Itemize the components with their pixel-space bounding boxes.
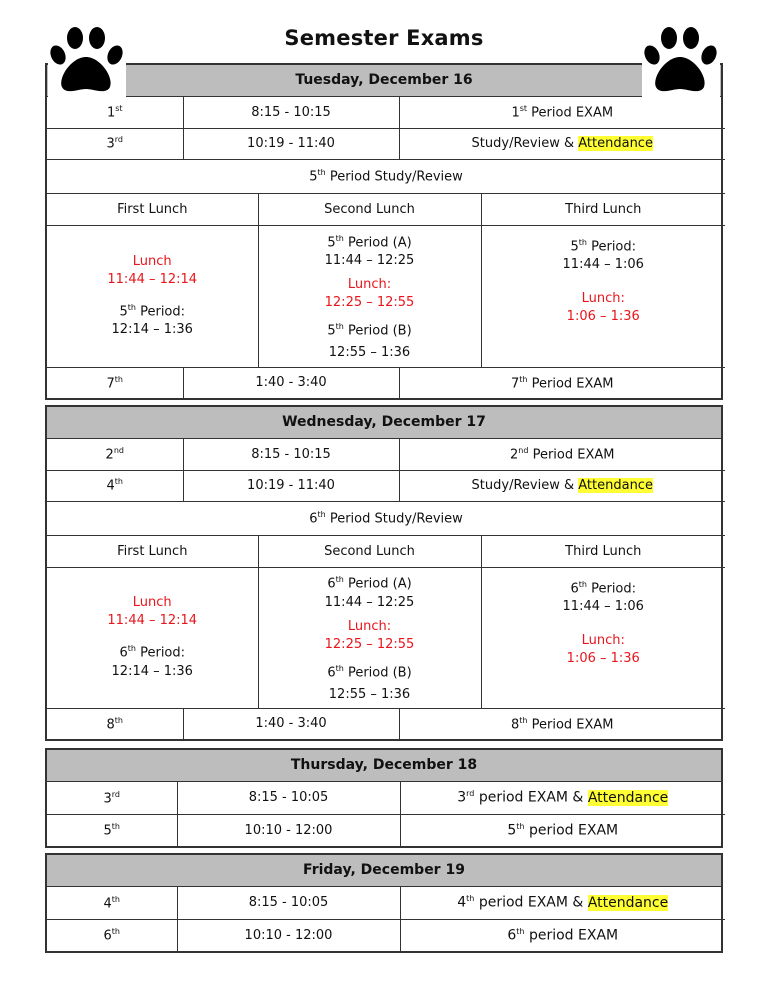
description-cell: Study/Review & Attendance	[398, 127, 725, 160]
time-cell: 8:15 - 10:05	[176, 782, 401, 815]
first-lunch-cell: Lunch 11:44 – 12:14 6th Period: 12:14 – 1:…	[47, 566, 259, 709]
second-lunch-cell: 5th Period (A) 11:44 – 12:25 Lunch: 12:25 …	[257, 224, 482, 368]
friday-section: Friday, December 19 4th 8:15 - 10:05 4th…	[45, 853, 725, 953]
table-row: 3rd 8:15 - 10:05 3rd period EXAM & Atten…	[47, 782, 725, 815]
table-row: 1st 8:15 - 10:15 1st Period EXAM	[47, 97, 725, 129]
time-cell: 8:15 - 10:15	[182, 439, 400, 471]
wednesday-section: Wednesday, December 17 2nd 8:15 - 10:15 …	[45, 405, 725, 741]
period-cell: 3rd	[47, 127, 184, 160]
description-cell: 1st Period EXAM	[398, 97, 725, 129]
page-title: Semester Exams	[284, 26, 484, 50]
description-cell: 7th Period EXAM	[398, 366, 725, 398]
attendance-highlight: Attendance	[578, 136, 653, 151]
schedule-table: 4th 8:15 - 10:05 4th period EXAM & Atten…	[47, 887, 725, 951]
description-cell: 8th Period EXAM	[398, 707, 725, 739]
period-cell: 2nd	[47, 439, 184, 471]
period-cell: 6th	[47, 918, 178, 951]
schedule-table: 1st 8:15 - 10:15 1st Period EXAM 3rd 10:…	[47, 97, 725, 398]
tuesday-section: Tuesday, December 16 1st 8:15 - 10:15 1s…	[45, 63, 725, 400]
thursday-section: Thursday, December 18 3rd 8:15 - 10:05 3…	[45, 748, 725, 848]
first-lunch-cell: Lunch 11:44 – 12:14 5th Period: 12:14 – 1:…	[47, 224, 259, 368]
study-review-cell: 6th Period Study/Review	[47, 500, 725, 536]
description-cell: 6th period EXAM	[399, 918, 725, 951]
study-row: 6th Period Study/Review	[47, 500, 725, 536]
day-header: Thursday, December 18	[47, 750, 721, 782]
period-cell: 1st	[47, 97, 184, 129]
time-cell: 8:15 - 10:15	[182, 97, 400, 129]
table-row: 2nd 8:15 - 10:15 2nd Period EXAM	[47, 439, 725, 471]
description-cell: 3rd period EXAM & Attendance	[399, 782, 725, 815]
time-cell: 10:19 - 11:40	[182, 127, 400, 160]
description-cell: Study/Review & Attendance	[398, 469, 725, 502]
attendance-highlight: Attendance	[578, 478, 653, 493]
period-cell: 4th	[47, 469, 184, 502]
description-cell: 5th period EXAM	[399, 813, 725, 846]
day-header: Friday, December 19	[47, 855, 721, 887]
period-cell: 7th	[47, 366, 184, 398]
attendance-highlight: Attendance	[587, 895, 669, 912]
attendance-highlight: Attendance	[587, 790, 669, 807]
table-row: 3rd 10:19 - 11:40 Study/Review & Attenda…	[47, 127, 725, 160]
description-cell: 4th period EXAM & Attendance	[399, 887, 725, 920]
day-header: Wednesday, December 17	[47, 407, 721, 439]
first-lunch-header: First Lunch	[47, 534, 259, 568]
lunch-body-row: Lunch 11:44 – 12:14 5th Period: 12:14 – 1:…	[47, 224, 725, 368]
paw-print-icon	[48, 25, 126, 97]
table-row: 4th 10:19 - 11:40 Study/Review & Attenda…	[47, 469, 725, 502]
period-cell: 4th	[47, 887, 178, 920]
third-lunch-cell: 6th Period: 11:44 – 1:06 Lunch: 1:06 – 1:3…	[480, 566, 725, 709]
lunch-body-row: Lunch 11:44 – 12:14 6th Period: 12:14 – 1:…	[47, 566, 725, 709]
second-lunch-header: Second Lunch	[257, 534, 482, 568]
second-lunch-cell: 6th Period (A) 11:44 – 12:25 Lunch: 12:25 …	[257, 566, 482, 709]
study-row: 5th Period Study/Review	[47, 158, 725, 194]
table-row: 6th 10:10 - 12:00 6th period EXAM	[47, 918, 725, 951]
time-cell: 8:15 - 10:05	[176, 887, 401, 920]
study-review-cell: 5th Period Study/Review	[47, 158, 725, 194]
period-cell: 3rd	[47, 782, 178, 815]
time-cell: 10:19 - 11:40	[182, 469, 400, 502]
lunch-header-row: First Lunch Second Lunch Third Lunch	[47, 534, 725, 568]
third-lunch-cell: 5th Period: 11:44 – 1:06 Lunch: 1:06 – 1:3…	[480, 224, 725, 368]
time-cell: 10:10 - 12:00	[176, 813, 401, 846]
third-lunch-header: Third Lunch	[480, 192, 725, 226]
third-lunch-header: Third Lunch	[480, 534, 725, 568]
schedule-table: 3rd 8:15 - 10:05 3rd period EXAM & Atten…	[47, 782, 725, 846]
description-cell: 2nd Period EXAM	[398, 439, 725, 471]
period-cell: 5th	[47, 813, 178, 846]
lunch-header-row: First Lunch Second Lunch Third Lunch	[47, 192, 725, 226]
time-cell: 1:40 - 3:40	[182, 366, 400, 398]
table-row: 8th 1:40 - 3:40 8th Period EXAM	[47, 707, 725, 739]
table-row: 4th 8:15 - 10:05 4th period EXAM & Atten…	[47, 887, 725, 920]
first-lunch-header: First Lunch	[47, 192, 259, 226]
day-header: Tuesday, December 16	[47, 65, 721, 97]
schedule-table: 2nd 8:15 - 10:15 2nd Period EXAM 4th 10:…	[47, 439, 725, 739]
period-cell: 8th	[47, 707, 184, 739]
time-cell: 1:40 - 3:40	[182, 707, 400, 739]
time-cell: 10:10 - 12:00	[176, 918, 401, 951]
second-lunch-header: Second Lunch	[257, 192, 482, 226]
table-row: 5th 10:10 - 12:00 5th period EXAM	[47, 813, 725, 846]
paw-print-icon	[642, 25, 720, 97]
table-row: 7th 1:40 - 3:40 7th Period EXAM	[47, 366, 725, 398]
